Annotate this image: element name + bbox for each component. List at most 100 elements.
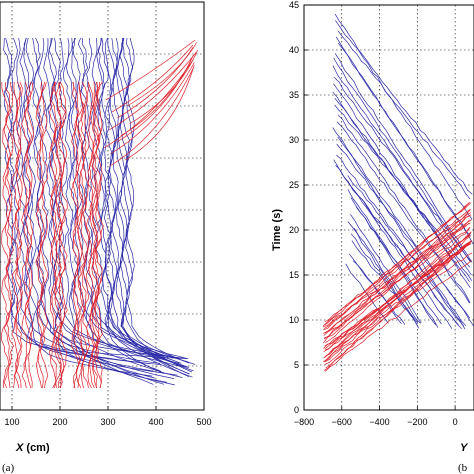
x-tick-label: −400 xyxy=(369,417,389,427)
y-tick-label: 40 xyxy=(289,45,299,55)
y-tick-label: 30 xyxy=(289,135,299,145)
trajectory-red xyxy=(109,67,194,167)
trajectory-red xyxy=(71,81,80,389)
trajectory-red xyxy=(1,81,10,389)
trajectories-red-a xyxy=(1,39,198,389)
trajectory-red xyxy=(72,81,81,389)
y-tick-label: 25 xyxy=(289,180,299,190)
trajectory-blue xyxy=(337,114,471,303)
trajectory-blue xyxy=(347,175,467,326)
trajectory-blue xyxy=(338,42,471,237)
trajectory-red xyxy=(111,44,194,113)
trajectory-blue xyxy=(54,37,169,357)
trajectory-blue xyxy=(71,37,165,374)
trajectory-blue xyxy=(335,20,473,195)
trajectory-blue xyxy=(119,37,194,372)
trajectory-blue xyxy=(97,37,182,364)
trajectory-red xyxy=(322,219,470,334)
trajectory-red xyxy=(82,81,91,389)
trajectory-blue xyxy=(352,260,406,325)
x-axis-var-a: X xyxy=(15,442,24,454)
x-tick-label: 100 xyxy=(4,417,19,427)
panel-b: −800 −600 −400 −200 0 0 5 10 15 20 25 30 35 40 45 Tim… xyxy=(271,0,474,474)
trajectory-red xyxy=(15,81,23,389)
trajectory-red xyxy=(129,49,198,125)
trajectory-blue xyxy=(19,37,161,366)
x-tick-label: 500 xyxy=(196,417,211,427)
panel-label-a: (a) xyxy=(2,462,15,474)
trajectory-red xyxy=(325,252,473,356)
x-axis-unit-a: (cm) xyxy=(23,442,50,454)
trajectory-red xyxy=(103,59,194,149)
trajectory-blue xyxy=(3,37,175,386)
x-tick-label: 300 xyxy=(100,417,115,427)
trajectory-blue xyxy=(63,37,154,372)
y-axis-label-b: Time (s) xyxy=(271,209,283,251)
trajectory-red xyxy=(50,81,59,389)
trajectory-red xyxy=(35,81,44,389)
trajectory-red xyxy=(59,81,68,389)
trajectory-red xyxy=(40,81,49,389)
trajectory-red xyxy=(324,202,472,326)
trajectory-blue xyxy=(336,143,474,327)
trajectory-blue xyxy=(33,37,165,385)
trajectory-blue xyxy=(337,136,471,319)
trajectory-blue xyxy=(350,233,418,326)
trajectory-red xyxy=(108,52,197,131)
trajectory-red xyxy=(88,81,97,389)
y-tick-label: 15 xyxy=(289,270,299,280)
trajectory-blue xyxy=(334,97,472,281)
trajectory-blue xyxy=(334,77,472,263)
trajectory-red xyxy=(324,243,472,347)
trajectory-blue xyxy=(337,30,471,200)
x-tick-label: 0 xyxy=(453,417,458,427)
trajectory-red xyxy=(324,240,472,363)
y-ticks-b: 0 5 10 15 20 25 30 35 40 45 xyxy=(289,0,308,415)
trajectory-red xyxy=(324,231,472,351)
trajectory-blue xyxy=(335,36,474,245)
x-tick-label: 200 xyxy=(52,417,67,427)
trajectory-red xyxy=(125,64,195,161)
x-tick-label: −200 xyxy=(407,417,427,427)
trajectory-red xyxy=(117,47,194,119)
panel-a: 100 200 300 400 500 X (cm) (a) xyxy=(0,1,212,474)
trajectory-blue xyxy=(124,37,193,373)
x-tick-label: −800 xyxy=(294,417,314,427)
trajectory-red xyxy=(91,81,100,389)
trajectory-blue xyxy=(5,37,150,364)
trajectory-blue xyxy=(111,37,190,375)
y-tick-label: 10 xyxy=(289,315,299,325)
trajectory-blue xyxy=(332,127,466,330)
trajectory-red xyxy=(76,81,85,389)
y-tick-label: 5 xyxy=(294,360,299,370)
trajectory-blue xyxy=(81,37,157,356)
panel-label-b: (b xyxy=(458,462,468,474)
y-tick-label: 0 xyxy=(294,405,299,415)
trajectory-red xyxy=(95,81,104,389)
trajectories-red-b xyxy=(322,201,473,372)
trajectory-red xyxy=(36,81,46,389)
trajectory-blue xyxy=(109,37,189,368)
trajectory-blue xyxy=(336,121,470,304)
trajectory-red xyxy=(324,235,471,359)
trajectory-blue xyxy=(350,214,422,324)
trajectory-red xyxy=(3,81,12,389)
trajectory-red xyxy=(324,214,472,334)
trajectory-blue xyxy=(38,37,160,364)
trajectory-red xyxy=(110,62,195,155)
trajectory-blue xyxy=(126,37,189,364)
trajectory-blue xyxy=(333,57,471,263)
trajectory-red xyxy=(11,81,20,389)
x-ticks-b: −800 −600 −400 −200 0 xyxy=(294,406,458,427)
trajectory-red xyxy=(24,81,33,389)
y-tick-label: 35 xyxy=(289,90,299,100)
y-tick-label: 20 xyxy=(289,225,299,235)
trajectory-red xyxy=(53,81,62,389)
trajectory-blue xyxy=(77,37,172,363)
trajectory-red xyxy=(21,81,30,389)
trajectory-blue xyxy=(351,240,419,324)
trajectory-red xyxy=(324,260,472,372)
trajectory-red xyxy=(324,243,472,365)
trajectory-red xyxy=(324,212,472,323)
